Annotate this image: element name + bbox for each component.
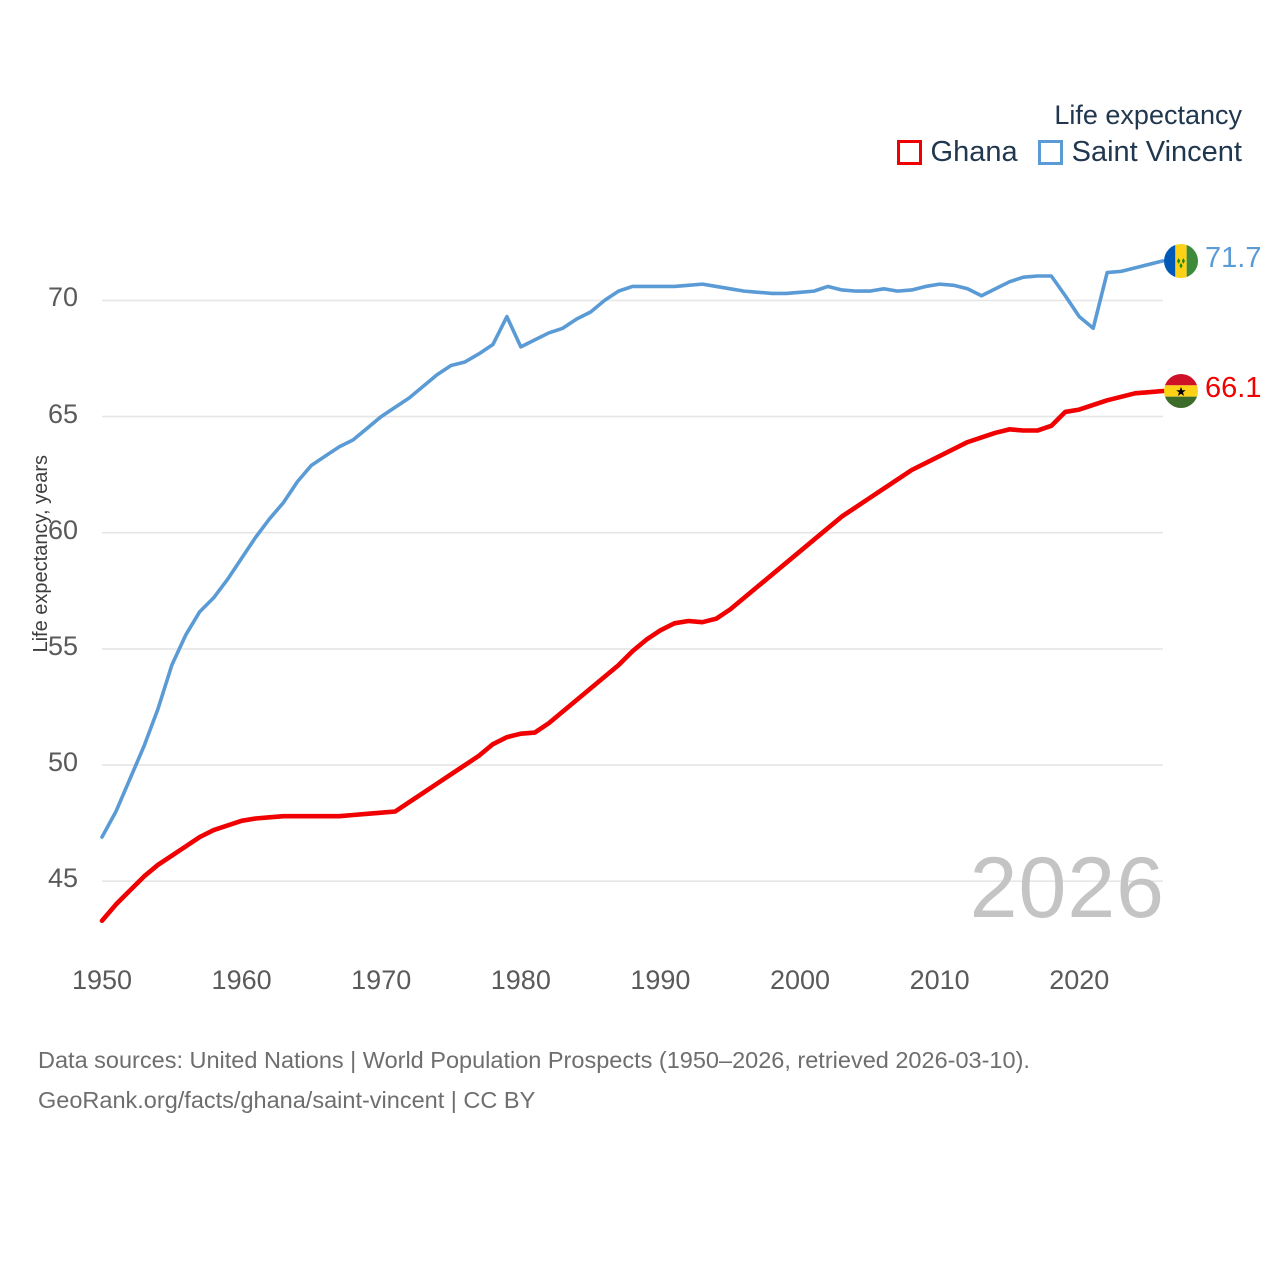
legend-swatch-ghana [896, 140, 922, 165]
y-axis-title: Life expectancy, years [30, 455, 52, 653]
x-tick-label: 1970 [351, 965, 412, 995]
x-tick-label: 2000 [769, 965, 831, 995]
x-tick-label: 2010 [909, 965, 970, 995]
y-tick-label: 50 [47, 747, 78, 778]
series-line-saint-vincent [100, 259, 1165, 839]
x-tick-label: 1960 [211, 965, 272, 995]
x-tick-label: 1950 [71, 965, 133, 995]
footer-sources: Data sources: United Nations | World Pop… [38, 1040, 1030, 1120]
legend-label-ghana: Ghana [930, 136, 1018, 168]
end-label-ghana: 66.1 [1205, 372, 1262, 404]
legend-item-ghana[interactable]: Ghana [896, 136, 1018, 168]
y-tick-label: 60 [47, 514, 78, 545]
y-tick-label: 65 [47, 398, 78, 429]
series-lines [99, 259, 1166, 924]
gridlines [102, 299, 1163, 883]
year-watermark: 2026 [969, 840, 1165, 936]
legend-item-saint-vincent[interactable]: Saint Vincent [1037, 136, 1242, 168]
legend-swatch-saint-vincent [1037, 140, 1063, 165]
legend: Ghana Saint Vincent [896, 136, 1242, 168]
series-line-ghana [99, 388, 1166, 924]
legend-label-saint-vincent: Saint Vincent [1071, 136, 1242, 168]
flag-icon-ghana [1164, 374, 1198, 408]
x-tick-label: 1990 [630, 965, 691, 995]
flag-icon-saint-vincent [1164, 243, 1198, 278]
legend-title: Life expectancy [1054, 100, 1242, 130]
y-tick-label: 45 [47, 863, 78, 894]
x-tick-label: 2020 [1049, 965, 1110, 995]
x-tick-label: 1980 [490, 965, 551, 995]
end-label-saint-vincent: 71.7 [1205, 241, 1262, 274]
y-tick-label: 70 [47, 282, 78, 313]
footer-line-2: GeoRank.org/facts/ghana/saint-vincent | … [38, 1087, 536, 1113]
y-tick-label: 55 [47, 630, 78, 661]
footer-line-1: Data sources: United Nations | World Pop… [38, 1047, 1030, 1073]
